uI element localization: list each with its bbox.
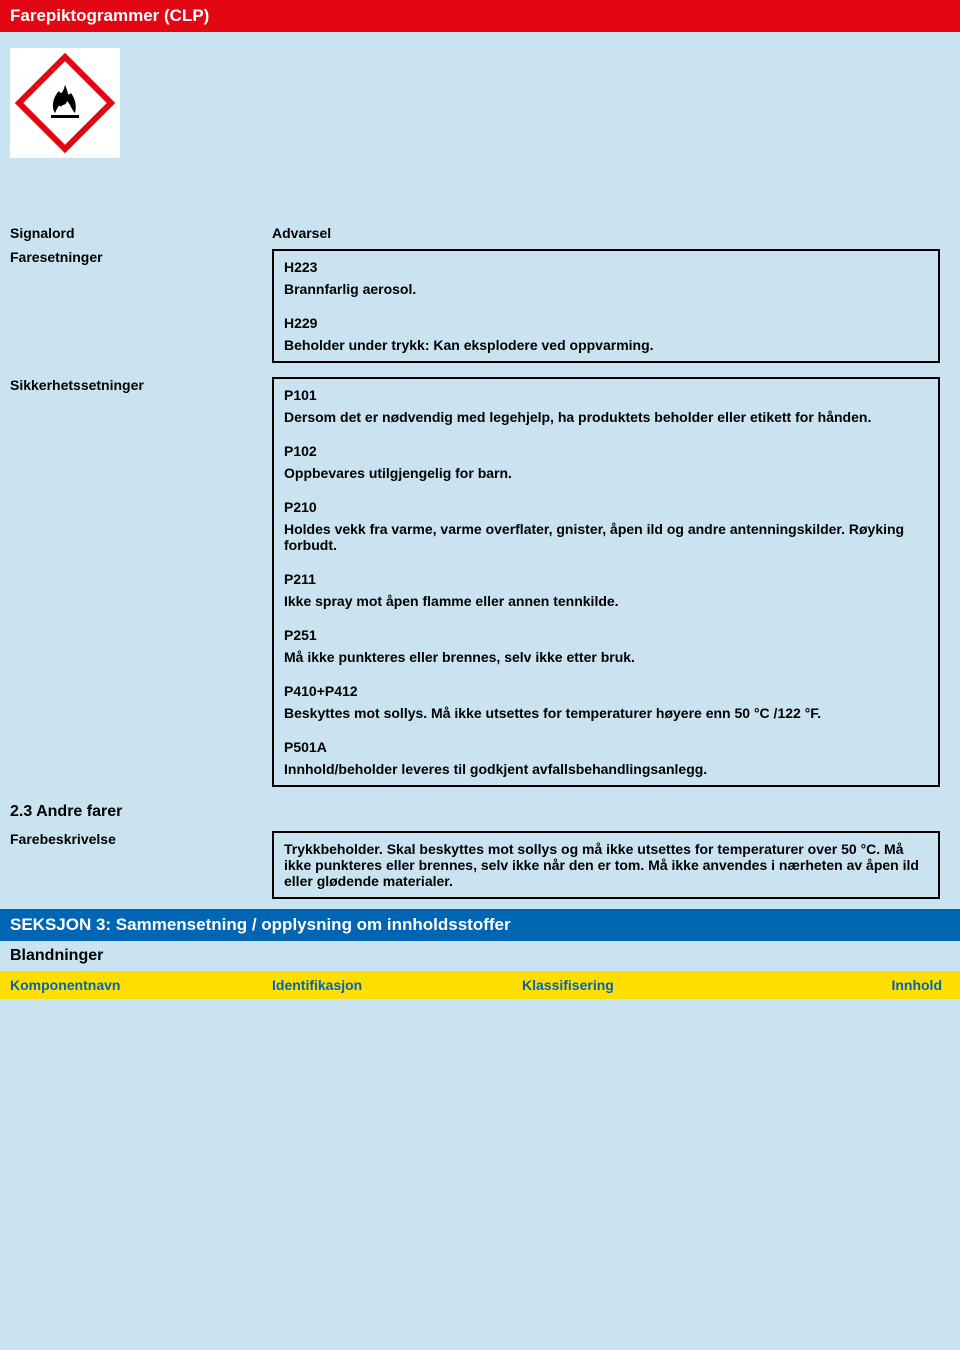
statement-code: P410+P412 [284,683,928,699]
statement-code: P211 [284,571,928,587]
hazard-content: H223 Brannfarlig aerosol. H229 Beholder … [272,245,960,373]
statement-text: Dersom det er nødvendig med legehjelp, h… [284,409,928,425]
statement: P101 Dersom det er nødvendig med legehje… [284,387,928,425]
statement-code: P101 [284,387,928,403]
statement-code: P210 [284,499,928,515]
statement: P410+P412 Beskyttes mot sollys. Må ikke … [284,683,928,721]
precaution-label: Sikkerhetssetninger [0,373,272,397]
pictogram-area [0,32,960,166]
precaution-box: P101 Dersom det er nødvendig med legehje… [272,377,940,787]
statement-text: Innhold/beholder leveres til godkjent av… [284,761,928,777]
section-header-clp: Farepiktogrammer (CLP) [0,0,960,32]
description-label: Farebeskrivelse [0,827,272,851]
signalword-row: Signalord Advarsel [0,221,960,245]
statement-code: P251 [284,627,928,643]
signalword-label: Signalord [0,221,272,245]
statement-text: Ikke spray mot åpen flamme eller annen t… [284,593,928,609]
spacer [0,166,960,221]
section3-sub: Blandninger [0,941,960,971]
statement-code: H229 [284,315,928,331]
statement-text: Oppbevares utilgjengelig for barn. [284,465,928,481]
statement-code: P501A [284,739,928,755]
statement: P251 Må ikke punkteres eller brennes, se… [284,627,928,665]
statement-text: Må ikke punkteres eller brennes, selv ik… [284,649,928,665]
statement-text: Holdes vekk fra varme, varme overflater,… [284,521,928,553]
statement: P501A Innhold/beholder leveres til godkj… [284,739,928,777]
hazard-box: H223 Brannfarlig aerosol. H229 Beholder … [272,249,940,363]
statement-code: H223 [284,259,928,275]
col-komponentnavn: Komponentnavn [0,977,272,993]
description-text: Trykkbeholder. Skal beskyttes mot sollys… [284,841,928,889]
hazard-label: Faresetninger [0,245,272,269]
statement: H223 Brannfarlig aerosol. [284,259,928,297]
precaution-row: Sikkerhetssetninger P101 Dersom det er n… [0,373,960,797]
precaution-content: P101 Dersom det er nødvendig med legehje… [272,373,960,797]
signalword-value: Advarsel [272,221,960,245]
page: Farepiktogrammer (CLP) Signalord Advarse… [0,0,960,999]
other-hazards-heading: 2.3 Andre farer [0,797,960,827]
col-klassifisering: Klassifisering [522,977,802,993]
description-box: Trykkbeholder. Skal beskyttes mot sollys… [272,831,940,899]
statement: H229 Beholder under trykk: Kan eksploder… [284,315,928,353]
flammable-icon [15,53,115,153]
col-identifikasjon: Identifikasjon [272,977,522,993]
section3-header: SEKSJON 3: Sammensetning / opplysning om… [0,909,960,941]
col-innhold: Innhold [802,977,960,993]
description-content: Trykkbeholder. Skal beskyttes mot sollys… [272,827,960,909]
statement: P211 Ikke spray mot åpen flamme eller an… [284,571,928,609]
statement-text: Beskyttes mot sollys. Må ikke utsettes f… [284,705,928,721]
statement: P102 Oppbevares utilgjengelig for barn. [284,443,928,481]
ingredients-table-header: Komponentnavn Identifikasjon Klassifiser… [0,971,960,999]
description-row: Farebeskrivelse Trykkbeholder. Skal besk… [0,827,960,909]
pictogram-flammable [10,48,120,158]
statement-text: Brannfarlig aerosol. [284,281,928,297]
statement: P210 Holdes vekk fra varme, varme overfl… [284,499,928,553]
hazard-row: Faresetninger H223 Brannfarlig aerosol. … [0,245,960,373]
statement-text: Beholder under trykk: Kan eksplodere ved… [284,337,928,353]
statement-code: P102 [284,443,928,459]
signalword-text: Advarsel [272,225,331,241]
